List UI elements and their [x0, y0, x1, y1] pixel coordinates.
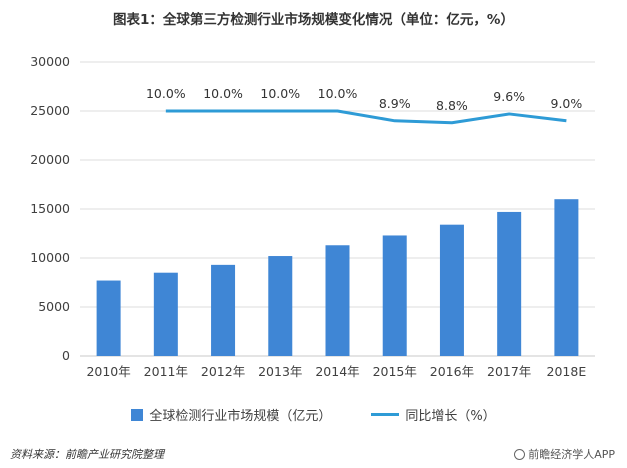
legend-swatch-bar — [131, 408, 144, 421]
bar-2011年 — [153, 272, 178, 356]
brand-mark: 前瞻经济学人APP — [514, 446, 615, 462]
bar-2015年 — [382, 235, 407, 356]
bar-2013年 — [268, 256, 293, 356]
growth-label-2017年: 9.6% — [493, 89, 525, 104]
x-tick-label: 2017年 — [487, 364, 531, 379]
chart-legend: 全球检测行业市场规模（亿元） 同比增长（%） — [0, 405, 627, 424]
bar-2016年 — [439, 224, 464, 356]
bar-2012年 — [211, 264, 236, 356]
y-tick-label: 5000 — [38, 299, 70, 314]
y-tick-label: 20000 — [30, 152, 70, 167]
y-axis-ticks: 0 5000 10000 15000 20000 25000 30000 — [30, 54, 70, 363]
y-tick-label: 10000 — [30, 250, 70, 265]
bar-series — [96, 199, 579, 356]
x-tick-label: 2015年 — [373, 364, 417, 379]
x-tick-label: 2014年 — [315, 364, 359, 379]
legend-item-growth: 同比增长（%） — [371, 405, 496, 424]
growth-label-2011年: 10.0% — [146, 86, 186, 101]
growth-line — [165, 109, 567, 125]
y-tick-label: 25000 — [30, 103, 70, 118]
legend-swatch-line — [371, 413, 400, 416]
brand-name: 前瞻经济学人APP — [528, 448, 615, 461]
x-tick-label: 2010年 — [86, 364, 130, 379]
y-tick-label: 0 — [62, 348, 70, 363]
bar-2017年 — [497, 211, 522, 356]
x-tick-label: 2018E — [547, 364, 587, 379]
growth-label-2016年: 8.8% — [436, 98, 468, 113]
y-tick-label: 30000 — [30, 54, 70, 69]
growth-label-2012年: 10.0% — [203, 86, 243, 101]
legend-item-market-size: 全球检测行业市场规模（亿元） — [131, 405, 331, 424]
x-tick-label: 2012年 — [201, 364, 245, 379]
legend-label-growth: 同比增长（%） — [405, 409, 496, 424]
x-tick-label: 2011年 — [144, 364, 188, 379]
bar-2014年 — [325, 245, 350, 356]
chart-title: 图表1：全球第三方检测行业市场规模变化情况（单位：亿元，%） — [113, 12, 514, 28]
growth-label-2018E: 9.0% — [551, 96, 583, 111]
x-axis-ticks: 2010年 2011年 2012年 2013年 2014年 2015年 2016年 2017年… — [86, 364, 586, 379]
x-tick-label: 2013年 — [258, 364, 302, 379]
growth-label-2013年: 10.0% — [260, 86, 300, 101]
source-note: 资料来源：前瞻产业研究院整理 — [10, 448, 164, 461]
growth-label-2014年: 10.0% — [318, 86, 358, 101]
bar-2010年 — [96, 280, 121, 356]
bar-2018E — [554, 199, 579, 356]
y-tick-label: 15000 — [30, 201, 70, 216]
brand-icon — [514, 448, 526, 460]
growth-label-2015年: 8.9% — [379, 96, 411, 111]
legend-label-market-size: 全球检测行业市场规模（亿元） — [149, 409, 332, 424]
x-tick-label: 2016年 — [430, 364, 474, 379]
growth-line-series: 10.0% 10.0% 10.0% 10.0% 8.9% 8.8% 9.6% 9.0% — [146, 86, 583, 125]
